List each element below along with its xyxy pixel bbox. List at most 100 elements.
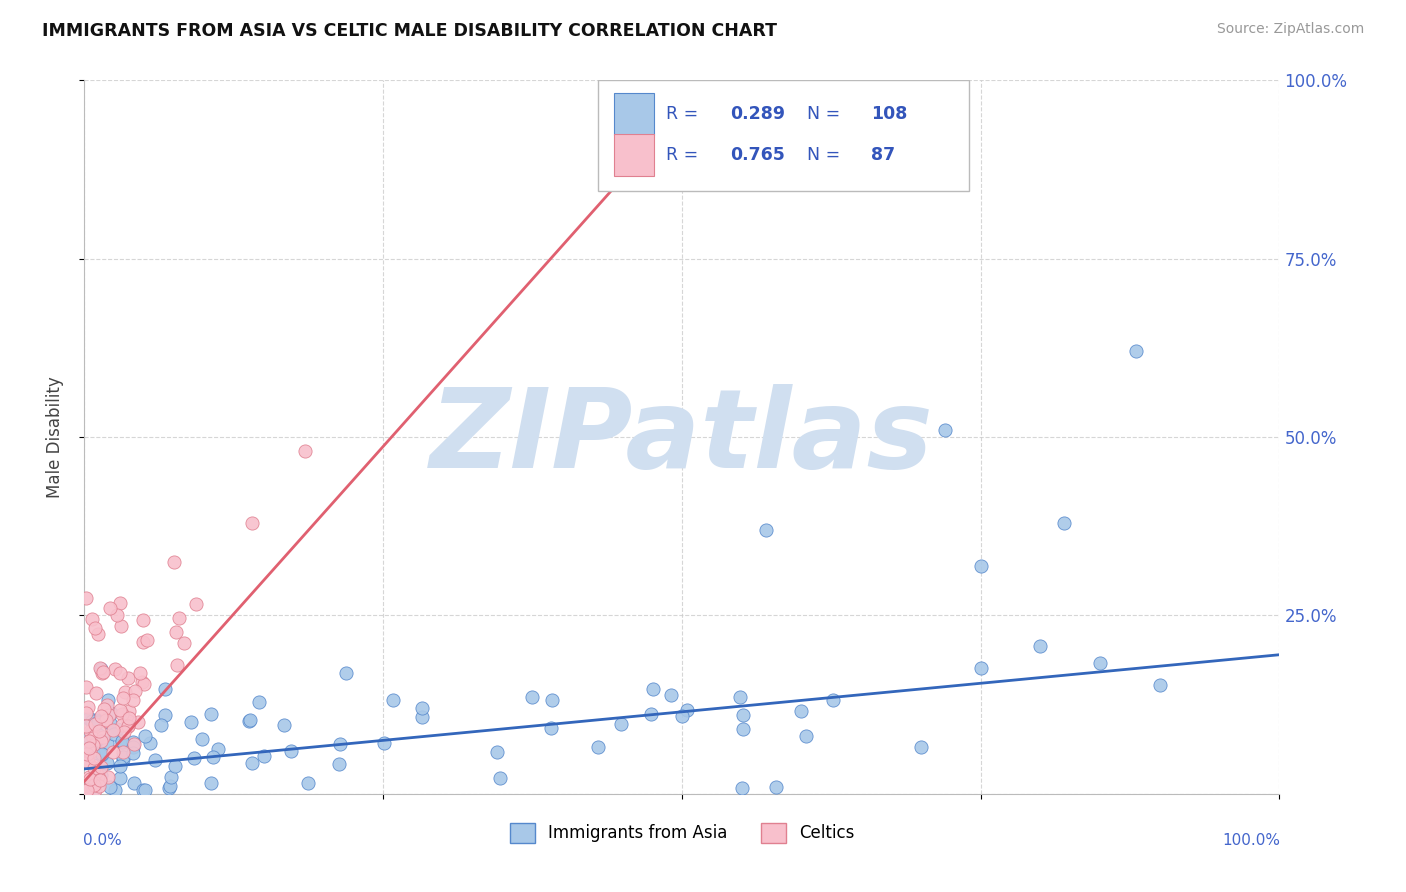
Point (83, 751, 105, 765)
Point (111, 706, 134, 721)
Point (335, 665, 357, 680)
Point (86, 731, 108, 746)
Point (91, 665, 114, 679)
Point (84, 778, 107, 792)
Point (180, 714, 202, 729)
Point (111, 745, 134, 759)
Point (97, 693, 120, 707)
Point (167, 611, 190, 625)
FancyBboxPatch shape (614, 134, 654, 177)
Point (97, 770, 120, 784)
Point (610, 717, 633, 731)
Point (910, 739, 932, 754)
Point (82, 731, 104, 746)
Point (105, 722, 128, 736)
Point (83, 761, 105, 775)
Point (765, 780, 787, 794)
Point (110, 595, 132, 609)
Point (731, 780, 754, 795)
Point (157, 781, 180, 796)
Point (82, 776, 104, 790)
Point (127, 714, 149, 729)
Point (83, 783, 105, 797)
Point (79, 745, 101, 759)
Point (117, 719, 139, 733)
Point (75, 718, 97, 732)
Point (135, 632, 157, 647)
Point (108, 772, 131, 786)
Point (122, 776, 145, 790)
Point (373, 736, 395, 750)
Point (165, 625, 187, 640)
Point (117, 714, 139, 728)
Point (86, 733, 108, 747)
Point (112, 739, 135, 753)
Point (112, 724, 135, 739)
Point (111, 734, 134, 748)
Point (79, 740, 101, 755)
Point (82, 612, 104, 626)
Point (159, 779, 181, 793)
Point (76, 783, 98, 797)
Text: 87: 87 (870, 146, 894, 164)
Point (163, 555, 186, 569)
Point (84, 764, 107, 779)
Point (75, 783, 97, 797)
Point (79, 724, 101, 739)
Point (98, 715, 121, 730)
Point (117, 719, 139, 733)
Point (111, 752, 134, 766)
Point (186, 597, 208, 611)
Point (143, 753, 166, 767)
Point (111, 735, 134, 749)
Text: N =: N = (807, 105, 846, 123)
Point (82, 747, 104, 761)
Point (84, 713, 107, 727)
Point (77, 712, 100, 726)
Point (89, 773, 111, 788)
Point (84, 686, 107, 700)
Point (122, 739, 145, 754)
Point (96, 698, 118, 712)
Point (98, 780, 121, 794)
Point (77, 699, 100, 714)
Point (173, 636, 195, 650)
Text: N =: N = (807, 146, 846, 164)
Point (118, 704, 141, 718)
Point (129, 666, 152, 681)
Point (104, 783, 127, 797)
Point (96, 713, 118, 727)
Point (90, 768, 112, 782)
Text: 108: 108 (870, 105, 907, 123)
Point (132, 783, 155, 797)
Point (75, 745, 97, 759)
Point (90, 662, 112, 676)
Text: 100.0%: 100.0% (1223, 833, 1281, 848)
Point (96, 736, 118, 750)
Point (105, 608, 128, 623)
Point (240, 756, 263, 771)
Point (329, 737, 352, 751)
Point (640, 706, 662, 721)
Point (104, 662, 127, 676)
Point (165, 758, 187, 772)
Point (76, 755, 98, 769)
Point (731, 722, 754, 736)
Point (733, 708, 755, 723)
Point (238, 714, 260, 728)
Point (155, 708, 177, 723)
Point (93, 702, 115, 716)
Point (91, 731, 114, 745)
Point (166, 658, 188, 673)
Point (970, 661, 993, 675)
Point (489, 772, 512, 786)
Point (84, 762, 107, 776)
Point (111, 718, 134, 732)
Point (108, 758, 131, 772)
Point (1053, 516, 1076, 530)
Point (108, 665, 131, 680)
Point (108, 703, 131, 717)
Point (659, 688, 682, 702)
Point (87, 724, 110, 739)
Point (82, 783, 104, 797)
